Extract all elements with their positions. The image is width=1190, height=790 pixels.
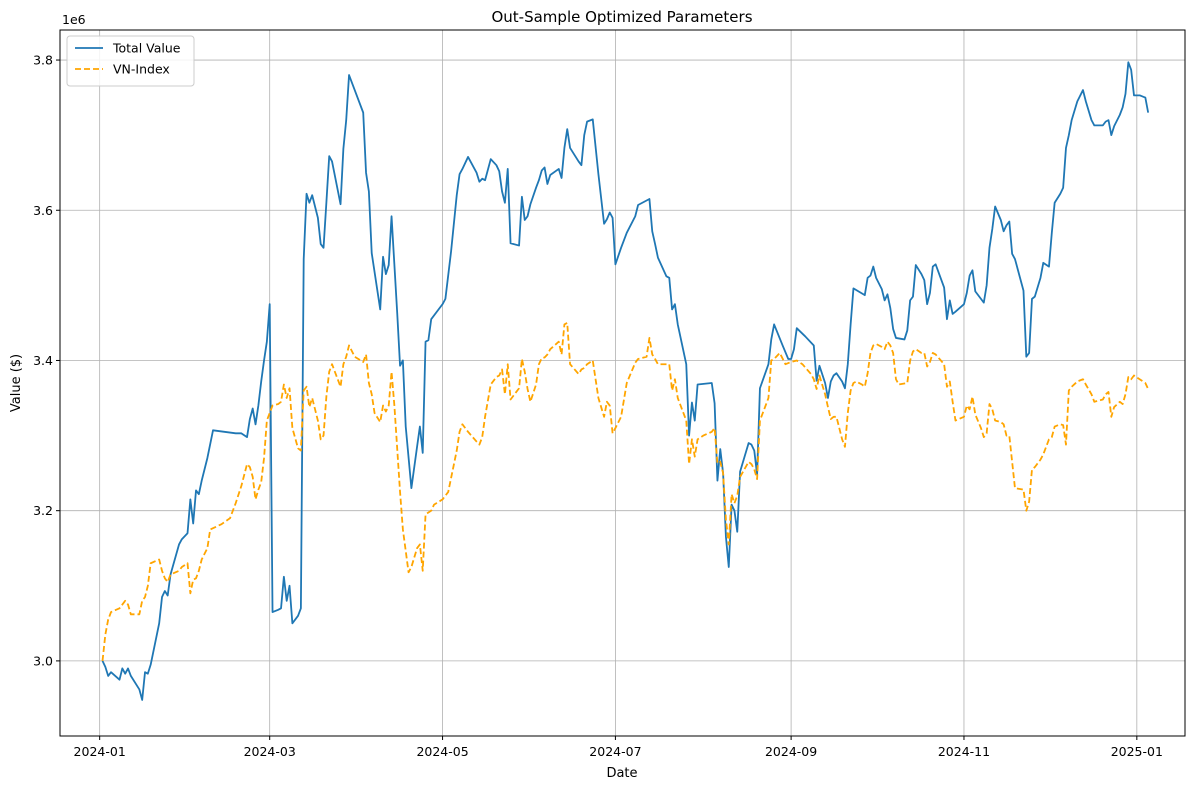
legend-label-total-value: Total Value (112, 41, 181, 56)
y-tick-label: 3.0 (33, 653, 53, 668)
x-tick-label: 2024-05 (416, 744, 468, 759)
y-tick-label: 3.4 (33, 353, 53, 368)
y-tick-label: 3.2 (33, 503, 53, 518)
grid (60, 30, 1185, 736)
legend: Total Value VN-Index (66, 35, 195, 87)
x-tick-label: 2024-03 (244, 744, 296, 759)
x-axis-title: Date (606, 766, 637, 781)
chart-title: Out-Sample Optimized Parameters (491, 8, 752, 26)
x-tick-label: 2024-01 (74, 744, 126, 759)
x-tick-label: 2024-11 (938, 744, 990, 759)
axis-ticks: 2024-01 2024-03 2024-05 2024-07 2024-09 2024-… (33, 53, 1163, 759)
series-line-total-value (101, 61, 1150, 701)
plot-frame (59, 29, 1186, 737)
y-offset-label: 1e6 (62, 12, 86, 27)
series-layer (101, 61, 1150, 701)
x-tick-label: 2025-01 (1111, 744, 1163, 759)
x-tick-label: 2024-07 (589, 744, 641, 759)
y-tick-label: 3.6 (33, 203, 53, 218)
y-axis-title: Value ($) (9, 354, 24, 412)
y-tick-label: 3.8 (33, 53, 53, 68)
x-tick-label: 2024-09 (765, 744, 817, 759)
legend-label-vn-index: VN-Index (113, 62, 170, 77)
series-line-vn-index (101, 322, 1149, 661)
